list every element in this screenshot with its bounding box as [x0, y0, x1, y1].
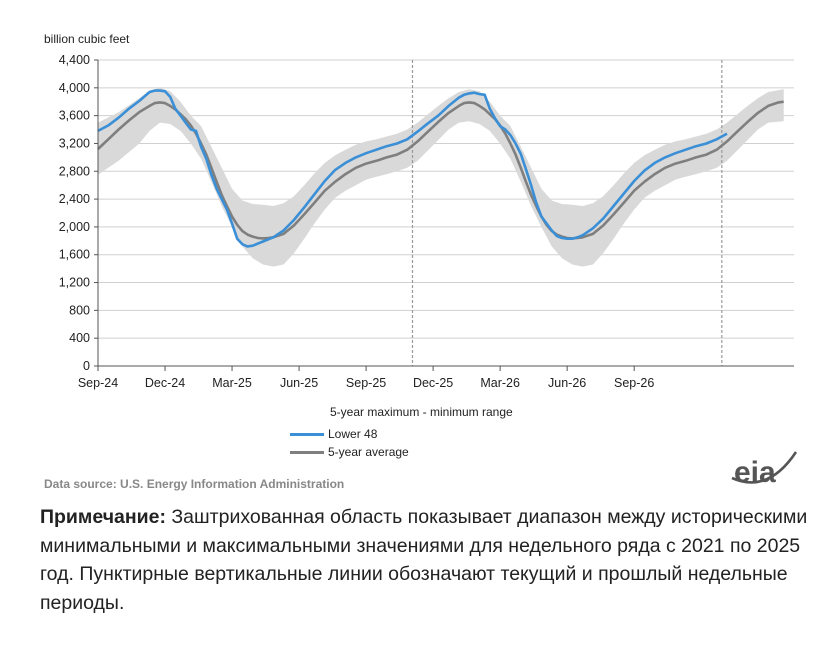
series-line-lower48: [97, 89, 728, 248]
legend-item-average: 5-year average: [290, 444, 409, 460]
y-tick-label: 3,600: [59, 109, 90, 123]
range-band-area: [98, 87, 784, 267]
y-tick-label: 1,600: [59, 248, 90, 262]
series-lines: [97, 89, 784, 248]
x-tick-label: Dec-24: [145, 376, 185, 390]
current-week-lines: [411, 60, 723, 366]
x-tick-label: Jun-25: [280, 376, 318, 390]
y-tick-label: 4,400: [59, 53, 90, 67]
x-tick-label: Sep-25: [346, 376, 386, 390]
data-source: Data source: U.S. Energy Information Adm…: [44, 477, 345, 491]
x-tick-label: Mar-25: [212, 376, 252, 390]
y-tick-label: 0: [83, 359, 90, 373]
note-text: Заштрихованная область показывает диапаз…: [40, 506, 808, 614]
y-tick-label: 400: [69, 331, 90, 345]
legend-range-label: 5-year maximum - minimum range: [330, 405, 513, 419]
y-tick-label: 2,000: [59, 220, 90, 234]
x-tick-labels: Sep-24 Dec-24 Mar-25 Jun-25 Sep-25 Dec-25 Mar-…: [78, 376, 655, 390]
legend-label-average: 5-year average: [328, 445, 409, 459]
x-tick-label: Dec-25: [413, 376, 453, 390]
note-paragraph: Примечание: Заштрихованная область показ…: [40, 503, 810, 617]
x-tick-label: Mar-26: [480, 376, 520, 390]
x-tick-label: Jun-26: [548, 376, 586, 390]
y-tick-label: 1,200: [59, 276, 90, 290]
eia-logo-text: eia: [734, 456, 776, 489]
y-tick-labels: 0 400 800 1,200 1,600 2,000 2,400 2,800 3,200 3,6…: [59, 53, 90, 373]
range-band: [98, 87, 784, 267]
y-tick-label: 3,200: [59, 136, 90, 150]
x-tick-label: Sep-26: [614, 376, 654, 390]
unit-label: billion cubic feet: [44, 32, 130, 46]
chart: 0 400 800 1,200 1,600 2,000 2,400 2,800 3,200 3,6…: [59, 53, 794, 390]
y-tick-label: 4,000: [59, 81, 90, 95]
x-tick-label: Sep-24: [78, 376, 118, 390]
note-label: Примечание:: [40, 506, 166, 528]
eia-logo: eia: [731, 451, 798, 489]
y-tick-label: 2,800: [59, 164, 90, 178]
axes: [94, 59, 794, 371]
y-tick-label: 800: [69, 303, 90, 317]
legend-swatch-lower48: [290, 432, 324, 436]
legend-label-lower48: Lower 48: [328, 427, 378, 441]
legend-swatch-average: [290, 450, 324, 454]
y-tick-label: 2,400: [59, 192, 90, 206]
legend-item-lower48: Lower 48: [290, 426, 377, 442]
